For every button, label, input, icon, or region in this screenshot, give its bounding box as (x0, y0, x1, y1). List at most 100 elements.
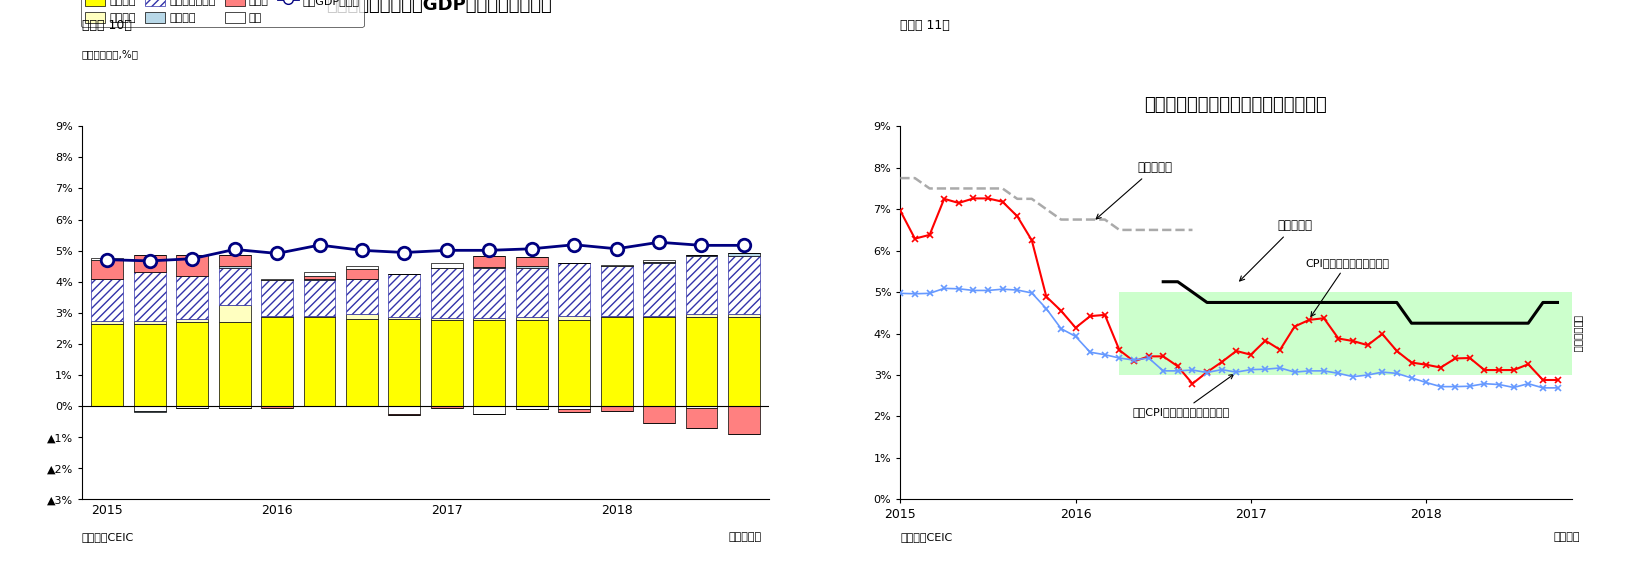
Bar (303, 278, 336, 280)
Bar (303, 276, 336, 278)
Bar (728, 317, 760, 406)
Bar (643, 317, 674, 406)
Bar (219, 305, 250, 322)
Bar (92, 258, 123, 260)
Bar (601, 265, 632, 266)
Title: インドネシアのインフレ率と政策金利: インドネシアのインフレ率と政策金利 (1144, 96, 1328, 114)
Bar (92, 260, 123, 278)
Text: 新政策金利: 新政策金利 (1239, 219, 1313, 281)
Bar (345, 278, 378, 315)
Bar (92, 278, 123, 321)
Bar (219, 266, 250, 267)
Bar (134, 411, 165, 412)
Bar (345, 266, 378, 269)
Text: CPI上昇率（前年同月比）: CPI上昇率（前年同月比） (1305, 258, 1390, 316)
Bar (686, 408, 717, 428)
Bar (219, 255, 250, 266)
Bar (516, 267, 548, 317)
Bar (473, 268, 506, 318)
Bar (558, 409, 589, 412)
Bar (516, 406, 548, 409)
Text: （資料）CEIC: （資料）CEIC (82, 532, 134, 541)
Text: （四半期）: （四半期） (728, 532, 761, 541)
Bar (728, 253, 760, 256)
Bar (219, 267, 250, 305)
Bar (516, 320, 548, 406)
Bar (303, 280, 336, 316)
Bar (134, 273, 165, 321)
Bar (431, 406, 463, 408)
Bar (516, 257, 548, 266)
Bar (643, 406, 674, 423)
Bar (388, 319, 421, 406)
Bar (177, 276, 208, 319)
Bar (728, 406, 760, 434)
Text: 旧政策金利: 旧政策金利 (1097, 161, 1172, 219)
Bar (134, 324, 165, 406)
Legend: 民間消費, 政府消費, 総固定資本形成, 在庫変動, 純輸出, 誤差, 実質GDP成長率: 民間消費, 政府消費, 総固定資本形成, 在庫変動, 純輸出, 誤差, 実質GD… (80, 0, 363, 28)
Text: コアCPI上昇率（前年同月比）: コアCPI上昇率（前年同月比） (1133, 374, 1234, 417)
Bar (177, 322, 208, 406)
Bar (601, 266, 632, 316)
Text: （前年同期比,%）: （前年同期比,%） (82, 49, 139, 59)
Bar (262, 317, 293, 406)
Bar (134, 321, 165, 324)
Bar (92, 321, 123, 324)
Bar (686, 256, 717, 314)
Bar (219, 406, 250, 408)
Bar (686, 406, 717, 408)
Bar (473, 255, 506, 266)
Bar (558, 320, 589, 406)
Bar (728, 314, 760, 317)
Bar (558, 316, 589, 320)
Bar (303, 273, 336, 276)
Bar (558, 406, 589, 409)
Bar (431, 263, 463, 268)
Bar (345, 319, 378, 406)
Bar (388, 414, 421, 416)
Bar (388, 406, 421, 414)
Text: （図表 11）: （図表 11） (900, 19, 949, 32)
Bar (686, 255, 717, 256)
Bar (473, 406, 506, 414)
Bar (686, 317, 717, 406)
Bar (643, 262, 674, 263)
Bar (431, 318, 463, 320)
Text: インフレ目標: インフレ目標 (1573, 315, 1583, 352)
Bar (388, 317, 421, 319)
Bar (262, 278, 293, 280)
Bar (643, 316, 674, 317)
Bar (388, 274, 421, 317)
Text: （資料）CEIC: （資料）CEIC (900, 532, 953, 541)
Bar (262, 316, 293, 317)
Bar (345, 269, 378, 278)
Bar (473, 320, 506, 406)
Bar (473, 318, 506, 320)
Bar (303, 316, 336, 317)
Bar (345, 315, 378, 319)
Text: インドネシア　実質GDP成長率（需要側）: インドネシア 実質GDP成長率（需要側） (326, 0, 552, 14)
Text: （月次）: （月次） (1554, 532, 1580, 541)
Bar (643, 260, 674, 262)
Bar (728, 256, 760, 314)
Bar (643, 263, 674, 316)
Bar (601, 406, 632, 411)
Bar (134, 406, 165, 411)
Bar (219, 322, 250, 406)
Bar (1120, 292, 1572, 375)
Bar (431, 320, 463, 406)
Bar (177, 255, 208, 276)
Bar (601, 317, 632, 406)
Bar (262, 280, 293, 316)
Bar (431, 268, 463, 318)
Bar (601, 316, 632, 317)
Bar (134, 255, 165, 273)
Bar (262, 406, 293, 408)
Bar (516, 317, 548, 320)
Bar (473, 266, 506, 268)
Bar (303, 317, 336, 406)
Bar (177, 406, 208, 408)
Bar (92, 324, 123, 406)
Bar (177, 319, 208, 322)
Bar (686, 314, 717, 317)
